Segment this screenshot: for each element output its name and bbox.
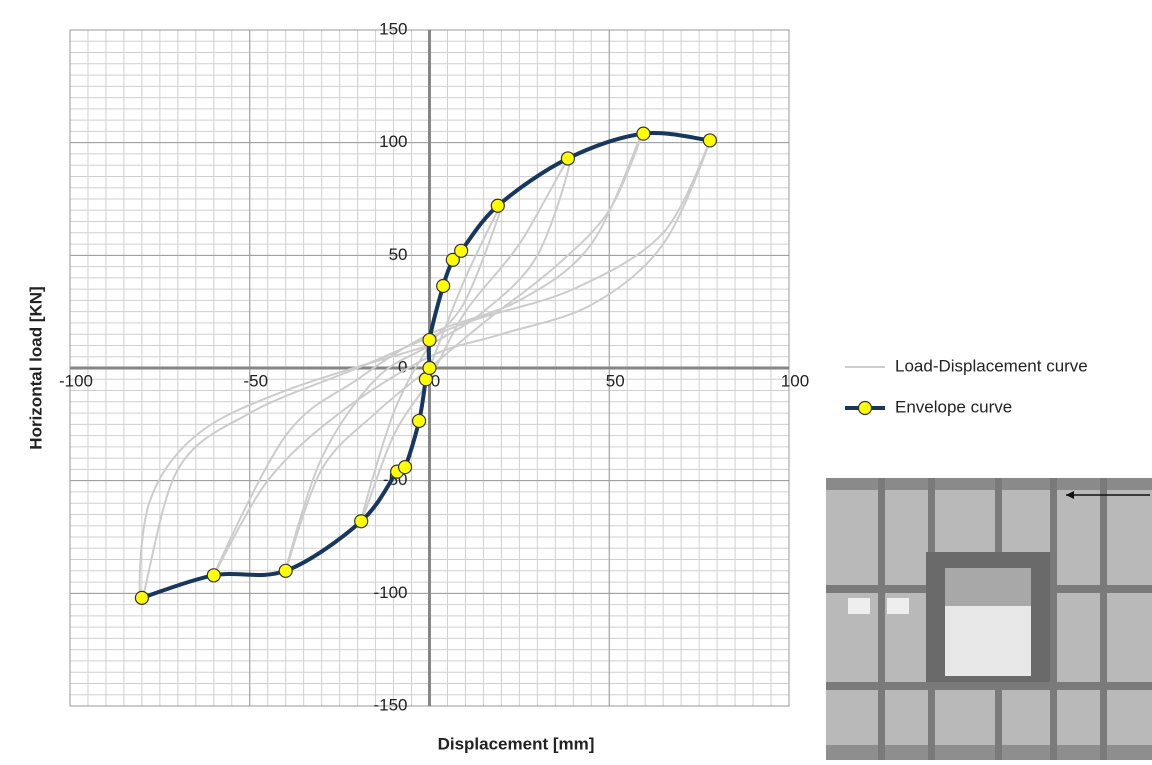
photo-post <box>1050 478 1057 760</box>
x-tick-label: 0 <box>431 371 440 390</box>
legend-label: Load-Displacement curve <box>895 356 1088 375</box>
envelope-point <box>354 514 369 529</box>
envelope-point <box>278 563 293 578</box>
photo-sign <box>887 598 909 614</box>
envelope-point <box>702 133 718 148</box>
envelope-point <box>422 360 437 376</box>
x-axis-title: Displacement [mm] <box>438 734 595 753</box>
envelope-point <box>422 332 437 348</box>
photo-beam <box>826 478 1152 490</box>
photo-arrow-head <box>1066 491 1074 499</box>
envelope-point <box>397 460 413 475</box>
photo-sign <box>848 598 870 614</box>
photo-beam <box>826 682 1152 690</box>
envelope-point <box>454 243 469 258</box>
photo-window-top <box>945 568 1031 606</box>
envelope-point <box>636 126 651 141</box>
data <box>134 126 718 605</box>
y-tick-label: 50 <box>389 245 408 264</box>
legend-marker <box>857 400 873 416</box>
photo-post <box>1100 478 1107 760</box>
envelope-point <box>490 198 505 213</box>
x-tick-label: 100 <box>781 371 809 390</box>
specimen-photo <box>826 478 1152 765</box>
y-tick-label: -100 <box>373 583 407 602</box>
y-tick-label: 100 <box>379 132 407 151</box>
x-tick-label: -50 <box>243 371 268 390</box>
y-tick-label: 0 <box>398 357 407 376</box>
legend: Load-Displacement curve Envelope curve <box>845 356 1088 416</box>
y-tick-label: 150 <box>379 19 407 38</box>
envelope-point <box>411 413 427 429</box>
y-tick-label: -150 <box>373 695 407 714</box>
envelope-point <box>206 568 221 583</box>
envelope-point <box>134 590 149 605</box>
envelope-point <box>560 151 576 166</box>
photo-post <box>878 478 885 760</box>
envelope-point <box>445 252 460 267</box>
envelope-point <box>436 278 451 294</box>
y-axis-title: Horizontal load [KN] <box>26 286 45 449</box>
load-displacement-line <box>138 132 711 599</box>
x-tick-label: -100 <box>59 371 93 390</box>
photo-beam <box>826 745 1152 760</box>
x-tick-label: 50 <box>606 371 625 390</box>
legend-label: Envelope curve <box>895 397 1012 416</box>
